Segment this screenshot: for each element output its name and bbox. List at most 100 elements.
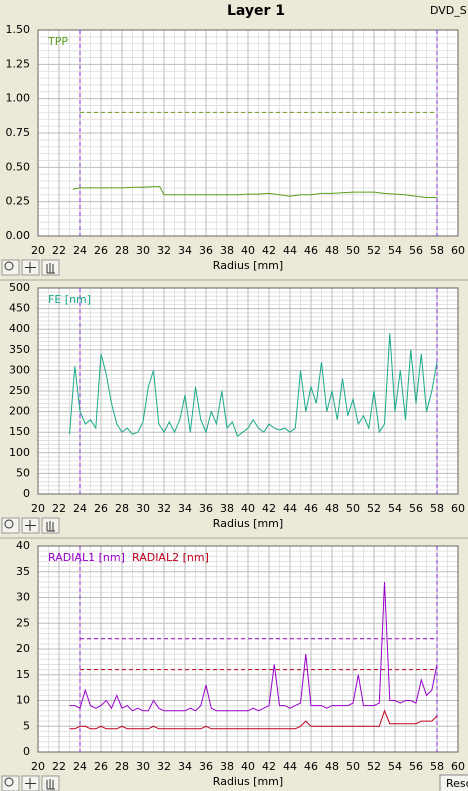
x-tick-label: 36 [199, 760, 213, 773]
x-tick-label: 58 [430, 244, 444, 257]
zoom-icon[interactable] [4, 519, 14, 529]
x-axis-label: Radius [mm] [213, 259, 283, 272]
x-tick-label: 42 [262, 760, 276, 773]
pan-icon[interactable] [46, 779, 55, 790]
x-tick-label: 56 [409, 760, 423, 773]
x-tick-label: 46 [304, 244, 318, 257]
x-tick-label: 38 [220, 502, 234, 515]
cross-icon[interactable] [25, 778, 36, 789]
y-tick-label: 350 [9, 343, 30, 356]
legend-entry: RADIAL1 [nm] [48, 551, 125, 564]
x-tick-label: 46 [304, 760, 318, 773]
y-tick-label: 15 [16, 668, 30, 681]
x-tick-label: 30 [136, 760, 150, 773]
legend-entry: TPP [47, 35, 68, 48]
rescale-button-label[interactable]: Resc [446, 777, 468, 790]
pan-icon[interactable] [46, 521, 55, 532]
y-tick-label: 25 [16, 616, 30, 629]
y-tick-label: 100 [9, 446, 30, 459]
x-tick-label: 52 [367, 502, 381, 515]
x-axis-label: Radius [mm] [213, 517, 283, 530]
x-tick-label: 20 [31, 760, 45, 773]
y-tick-label: 0.25 [6, 195, 31, 208]
tab-label: DVD_S [430, 4, 467, 17]
zoom-tool[interactable] [1, 775, 20, 791]
x-tick-label: 34 [178, 760, 192, 773]
x-axis-label: Radius [mm] [213, 775, 283, 788]
y-tick-label: 40 [16, 539, 30, 552]
x-tick-label: 56 [409, 502, 423, 515]
x-tick-label: 54 [388, 760, 402, 773]
x-tick-label: 28 [115, 760, 129, 773]
plot-frame [37, 545, 459, 753]
y-tick-label: 450 [9, 302, 30, 315]
x-tick-label: 48 [325, 502, 339, 515]
x-tick-label: 52 [367, 760, 381, 773]
rescale-button[interactable] [439, 774, 468, 791]
x-tick-label: 52 [367, 244, 381, 257]
y-tick-label: 10 [16, 694, 30, 707]
x-tick-label: 42 [262, 502, 276, 515]
x-tick-label: 44 [283, 502, 297, 515]
x-tick-label: 60 [451, 244, 465, 257]
series-line [72, 186, 437, 198]
x-tick-label: 30 [136, 244, 150, 257]
x-tick-label: 38 [220, 760, 234, 773]
y-tick-label: 200 [9, 405, 30, 418]
x-tick-label: 28 [115, 244, 129, 257]
zoom-tool[interactable] [1, 259, 20, 276]
x-tick-label: 40 [241, 244, 255, 257]
x-tick-label: 48 [325, 244, 339, 257]
x-tick-label: 20 [31, 244, 45, 257]
x-tick-label: 36 [199, 502, 213, 515]
y-tick-label: 35 [16, 565, 30, 578]
y-tick-label: 0.50 [6, 160, 31, 173]
x-tick-label: 56 [409, 244, 423, 257]
x-tick-label: 50 [346, 244, 360, 257]
x-tick-label: 44 [283, 244, 297, 257]
x-tick-label: 58 [430, 760, 444, 773]
y-tick-label: 50 [16, 466, 30, 479]
x-tick-label: 48 [325, 760, 339, 773]
y-tick-label: 1.50 [6, 23, 31, 36]
plot-frame [37, 287, 459, 495]
x-tick-label: 50 [346, 760, 360, 773]
x-tick-label: 20 [31, 502, 45, 515]
x-tick-label: 24 [73, 244, 87, 257]
zoom-icon[interactable] [4, 777, 14, 787]
x-tick-label: 28 [115, 502, 129, 515]
y-tick-label: 0.75 [6, 126, 31, 139]
legend-entry: FE [nm] [48, 293, 91, 306]
pan-icon[interactable] [46, 263, 55, 274]
y-tick-label: 250 [9, 384, 30, 397]
y-tick-label: 0 [23, 487, 30, 500]
y-tick-label: 5 [23, 719, 30, 732]
window-title: Layer 1 [227, 3, 285, 19]
x-tick-label: 26 [94, 502, 108, 515]
cross-icon[interactable] [25, 520, 36, 531]
x-tick-label: 38 [220, 244, 234, 257]
x-tick-label: 50 [346, 502, 360, 515]
y-tick-label: 300 [9, 363, 30, 376]
zoom-tool[interactable] [1, 517, 20, 534]
y-tick-label: 0.00 [6, 229, 31, 242]
x-tick-label: 26 [94, 244, 108, 257]
x-tick-label: 24 [73, 760, 87, 773]
x-tick-label: 40 [241, 502, 255, 515]
x-tick-label: 32 [157, 502, 171, 515]
cross-icon[interactable] [25, 262, 36, 273]
y-tick-label: 0 [23, 745, 30, 758]
series-line [69, 333, 438, 438]
y-tick-label: 500 [9, 281, 30, 294]
y-tick-label: 30 [16, 591, 30, 604]
x-tick-label: 24 [73, 502, 87, 515]
y-tick-label: 1.25 [6, 57, 31, 70]
x-tick-label: 54 [388, 244, 402, 257]
y-tick-label: 1.00 [6, 92, 31, 105]
x-tick-label: 34 [178, 502, 192, 515]
y-tick-label: 20 [16, 642, 30, 655]
x-tick-label: 60 [451, 760, 465, 773]
zoom-icon[interactable] [4, 261, 14, 271]
x-tick-label: 32 [157, 244, 171, 257]
